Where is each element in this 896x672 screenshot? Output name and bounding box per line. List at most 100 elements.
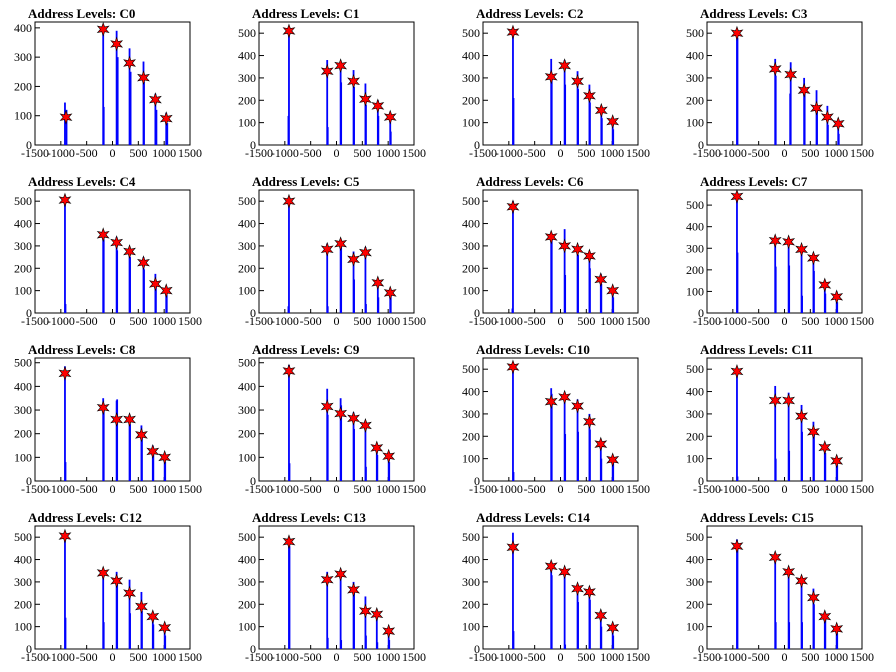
histogram-bar <box>326 414 329 481</box>
x-tick-label: -500 <box>524 146 546 160</box>
level-marker <box>96 400 110 416</box>
x-tick-label: -1000 <box>271 146 299 160</box>
chart-title: Address Levels: C3 <box>700 6 808 21</box>
histogram-bar <box>774 75 777 145</box>
level-marker <box>795 408 808 424</box>
y-tick-label: 200 <box>14 597 32 611</box>
x-tick-label: -1500 <box>21 146 49 160</box>
histogram-bar <box>376 454 379 481</box>
x-tick-label: 1000 <box>152 650 176 664</box>
x-tick-label: 0 <box>334 314 340 328</box>
x-tick-label: 1000 <box>824 650 848 664</box>
histogram-bar <box>788 265 791 313</box>
level-marker <box>506 539 520 555</box>
level-marker <box>123 244 136 259</box>
histogram-bar <box>129 613 131 649</box>
y-tick-label: 300 <box>686 71 704 85</box>
histogram-bar <box>165 295 168 313</box>
y-tick-label: 400 <box>238 379 256 393</box>
x-tick-label: -1000 <box>719 650 747 664</box>
chart-panel-c9: Address Levels: C9 0 100 200 300 400 500 -1500-… <box>224 336 448 504</box>
histogram-bar <box>550 575 553 649</box>
x-tick-label: -1000 <box>47 650 75 664</box>
histogram-bar <box>102 622 105 649</box>
histogram-bar <box>564 274 567 313</box>
histogram-bar <box>836 633 839 649</box>
y-tick-label: 0 <box>698 474 704 488</box>
y-tick-label: 0 <box>474 306 480 320</box>
x-tick-label: -1500 <box>245 146 273 160</box>
y-tick-label: 500 <box>462 530 480 544</box>
y-tick-label: 500 <box>238 194 256 208</box>
y-tick-label: 300 <box>14 239 32 253</box>
histogram-bar <box>65 109 68 145</box>
level-marker <box>558 238 572 254</box>
chart-svg: Address Levels: C60100200300400500-1500-… <box>462 174 650 328</box>
y-tick-label: 100 <box>686 116 704 130</box>
chart-title: Address Levels: C0 <box>28 6 135 21</box>
x-tick-label: 0 <box>558 146 564 160</box>
level-marker <box>383 285 397 301</box>
x-tick-label: -500 <box>748 314 770 328</box>
x-tick-label: 1000 <box>376 314 400 328</box>
histogram-bar <box>827 124 829 145</box>
level-marker <box>370 440 384 456</box>
x-tick-label: 1500 <box>626 146 650 160</box>
histogram-bar <box>589 102 591 145</box>
x-tick-label: 0 <box>334 146 340 160</box>
x-tick-label: 0 <box>558 482 564 496</box>
level-marker <box>371 98 385 114</box>
level-marker <box>830 621 844 637</box>
y-tick-label: 300 <box>462 71 480 85</box>
histogram-bar <box>102 106 105 145</box>
x-tick-label: -500 <box>300 482 322 496</box>
y-tick-label: 200 <box>238 261 256 275</box>
histogram-bar <box>154 93 157 145</box>
y-tick-label: 400 <box>14 379 32 393</box>
x-tick-label: 1000 <box>376 482 400 496</box>
histogram-bar <box>340 243 343 313</box>
x-tick-label: -1500 <box>245 314 273 328</box>
y-tick-label: 500 <box>686 198 704 212</box>
histogram-bar <box>141 438 143 481</box>
chart-svg: Address Levels: C10100200300400500-1500-… <box>238 6 426 160</box>
histogram-bar <box>387 629 390 649</box>
histogram-bar <box>563 569 566 649</box>
chart-svg: Address Levels: C13 0 100 200 300 400 500 -1500… <box>238 510 426 664</box>
level-marker <box>282 23 296 39</box>
plot-frame <box>258 357 415 482</box>
level-marker <box>582 414 596 430</box>
y-tick-label: 500 <box>14 356 32 370</box>
histogram-bar <box>102 405 105 481</box>
x-tick-label: 0 <box>334 650 340 664</box>
histogram-bar <box>143 269 145 313</box>
histogram-bar <box>64 462 67 481</box>
level-marker <box>59 109 73 125</box>
histogram-bar <box>736 546 739 649</box>
histogram-bar <box>365 466 367 481</box>
x-tick-label: -1000 <box>271 650 299 664</box>
chart-title: Address Levels: C11 <box>700 342 813 357</box>
histogram-bar <box>376 279 379 313</box>
level-marker <box>148 92 162 108</box>
histogram-bar <box>141 610 143 649</box>
y-tick-label: 0 <box>250 306 256 320</box>
x-tick-label: -1500 <box>693 314 721 328</box>
chart-title: Address Levels: C2 <box>476 6 583 21</box>
level-marker <box>371 275 385 291</box>
histogram-bar <box>155 109 158 145</box>
y-tick-label: 500 <box>14 530 32 544</box>
y-tick-label: 0 <box>698 642 704 656</box>
histogram-bar <box>152 624 155 649</box>
histogram-bar <box>801 295 803 313</box>
chart-panel-c7: Address Levels: C7 0 100 200 300 400 500 -1500-… <box>672 168 896 336</box>
level-marker <box>730 538 744 554</box>
y-tick-label: 400 <box>238 553 256 567</box>
level-marker <box>320 399 334 414</box>
histogram-bar <box>64 532 66 649</box>
x-tick-label: 1000 <box>152 314 176 328</box>
x-tick-label: 1000 <box>376 146 400 160</box>
histogram-bar <box>577 431 579 481</box>
level-marker <box>594 436 608 452</box>
level-marker <box>334 406 348 422</box>
